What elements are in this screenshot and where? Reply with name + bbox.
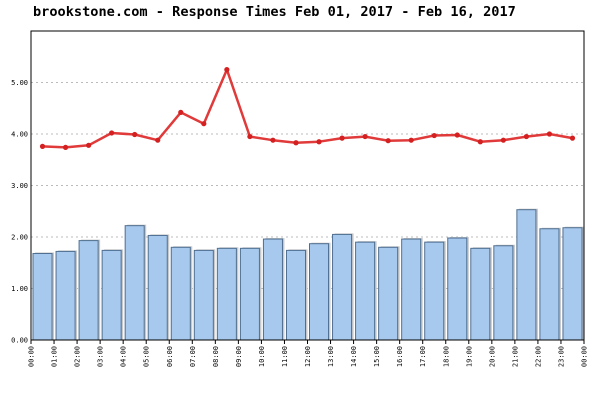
x-tick-label: 11:00 <box>281 346 289 367</box>
x-tick-label: 07:00 <box>189 346 197 367</box>
line-point <box>500 137 506 143</box>
bar <box>447 237 468 341</box>
x-tick-label: 21:00 <box>511 346 519 367</box>
bar <box>285 249 307 341</box>
line-point <box>62 144 69 150</box>
chart-title: brookstone.com - Response Times Feb 01, … <box>33 4 516 20</box>
bar <box>378 246 399 341</box>
bar-layer <box>32 208 584 341</box>
bar <box>309 243 330 341</box>
y-tick-label: 4.00 <box>11 131 28 139</box>
bar <box>124 225 145 341</box>
x-tick-label: 17:00 <box>419 346 427 367</box>
bar <box>470 247 491 341</box>
line-point <box>408 137 414 143</box>
line-point <box>132 131 138 138</box>
y-tick-label: 0.00 <box>11 337 28 345</box>
x-tick-label: 20:00 <box>488 346 496 367</box>
bar <box>239 247 260 341</box>
bar <box>147 234 168 341</box>
response-line <box>42 68 573 149</box>
bar <box>493 245 514 341</box>
x-tick-label: 03:00 <box>97 346 105 367</box>
x-tick-label: 19:00 <box>465 346 473 367</box>
x-tick-label: 02:00 <box>74 346 82 367</box>
bar <box>401 238 422 341</box>
bar <box>216 247 237 341</box>
line-point <box>477 139 483 145</box>
line-point <box>109 130 115 136</box>
bar <box>170 246 191 341</box>
line-point <box>431 132 437 139</box>
bar <box>355 241 376 341</box>
line-point <box>270 137 276 143</box>
x-tick-label: 04:00 <box>120 346 128 367</box>
x-tick-label: 00:00 <box>581 346 589 367</box>
x-tick-label: 09:00 <box>235 346 243 367</box>
line-point <box>247 133 253 140</box>
bar <box>516 209 537 341</box>
x-tick-label: 23:00 <box>558 346 566 367</box>
bar <box>262 238 283 341</box>
x-tick-label: 18:00 <box>442 346 450 367</box>
bar <box>101 249 122 341</box>
bar <box>78 240 99 341</box>
line-point <box>39 143 46 149</box>
line-point <box>385 138 391 144</box>
x-tick-label: 00:00 <box>28 346 36 367</box>
line-point <box>316 139 322 145</box>
line-layer <box>39 67 576 150</box>
x-tick-label: 08:00 <box>212 346 220 367</box>
line-point <box>201 121 207 127</box>
x-tick-label: 16:00 <box>396 346 404 367</box>
x-tick-label: 01:00 <box>51 346 59 367</box>
bar <box>539 228 560 341</box>
line-point <box>546 131 553 137</box>
line-point <box>86 142 92 148</box>
bar <box>332 233 353 341</box>
x-tick-label: 10:00 <box>258 346 266 367</box>
axis-layer <box>30 30 585 344</box>
bar <box>32 252 53 341</box>
line-point <box>362 133 368 140</box>
line-point <box>293 140 299 146</box>
label-layer: 0.00 1.00 2.00 3.00 4.00 5.00 00:00 01:00 02:00 0… <box>11 79 588 367</box>
y-tick-label: 3.00 <box>11 182 28 190</box>
x-tick-label: 15:00 <box>373 346 381 367</box>
line-point <box>569 135 576 141</box>
line-point <box>224 67 230 73</box>
x-tick-label: 06:00 <box>166 346 174 367</box>
x-tick-label: 14:00 <box>350 346 358 367</box>
bar <box>193 249 214 341</box>
line-point <box>155 137 161 143</box>
y-tick-label: 2.00 <box>11 234 28 242</box>
x-tick-label: 05:00 <box>143 346 151 367</box>
x-tick-label: 13:00 <box>327 346 335 367</box>
bar <box>424 241 445 341</box>
y-tick-label: 5.00 <box>11 79 28 87</box>
y-tick-label: 1.00 <box>11 285 28 293</box>
bar <box>55 250 76 341</box>
x-tick-label: 22:00 <box>534 346 542 367</box>
line-point <box>454 132 460 138</box>
x-tick-label: 12:00 <box>304 346 312 367</box>
line-point <box>523 133 529 140</box>
line-point <box>339 135 345 141</box>
line-point <box>178 109 184 115</box>
bar <box>562 227 583 341</box>
